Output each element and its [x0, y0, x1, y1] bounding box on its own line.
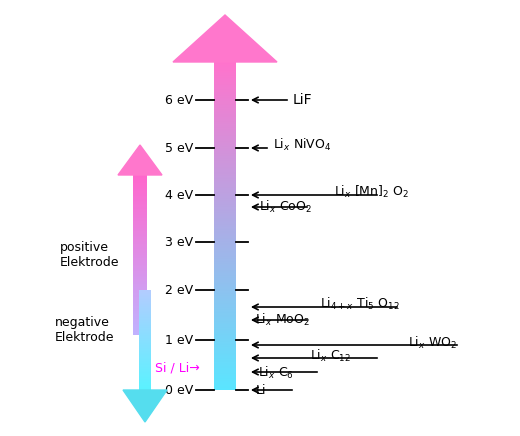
Text: Li$_x$ CoO$_2$: Li$_x$ CoO$_2$ — [259, 199, 312, 215]
Text: Li$_x$ WO$_2$: Li$_x$ WO$_2$ — [408, 335, 457, 351]
Text: LiF: LiF — [293, 93, 313, 107]
Text: Li: Li — [256, 384, 267, 396]
Text: Li$_x$ C$_{12}$: Li$_x$ C$_{12}$ — [310, 348, 351, 364]
Text: Si / Li→: Si / Li→ — [155, 361, 200, 375]
Text: Li$_x$ NiVO$_4$: Li$_x$ NiVO$_4$ — [273, 137, 331, 153]
Text: 2 eV: 2 eV — [165, 283, 193, 296]
Text: Li$_x$ MoO$_2$: Li$_x$ MoO$_2$ — [255, 312, 310, 328]
Text: Li$_x$ C$_6$: Li$_x$ C$_6$ — [258, 365, 294, 381]
Polygon shape — [123, 390, 167, 422]
Text: 3 eV: 3 eV — [165, 235, 193, 249]
Polygon shape — [118, 145, 162, 175]
Text: 5 eV: 5 eV — [165, 142, 193, 154]
Text: 0 eV: 0 eV — [165, 384, 193, 396]
Text: negative
Elektrode: negative Elektrode — [55, 316, 114, 344]
Text: 6 eV: 6 eV — [165, 93, 193, 106]
Text: 4 eV: 4 eV — [165, 188, 193, 201]
Text: Li$_x$ [Mn]$_2$ O$_2$: Li$_x$ [Mn]$_2$ O$_2$ — [334, 184, 409, 200]
Text: 1 eV: 1 eV — [165, 334, 193, 347]
Polygon shape — [173, 15, 277, 62]
Text: positive
Elektrode: positive Elektrode — [60, 241, 120, 269]
Text: Li$_{4+x}$ Ti$_5$ O$_{12}$: Li$_{4+x}$ Ti$_5$ O$_{12}$ — [320, 296, 400, 312]
